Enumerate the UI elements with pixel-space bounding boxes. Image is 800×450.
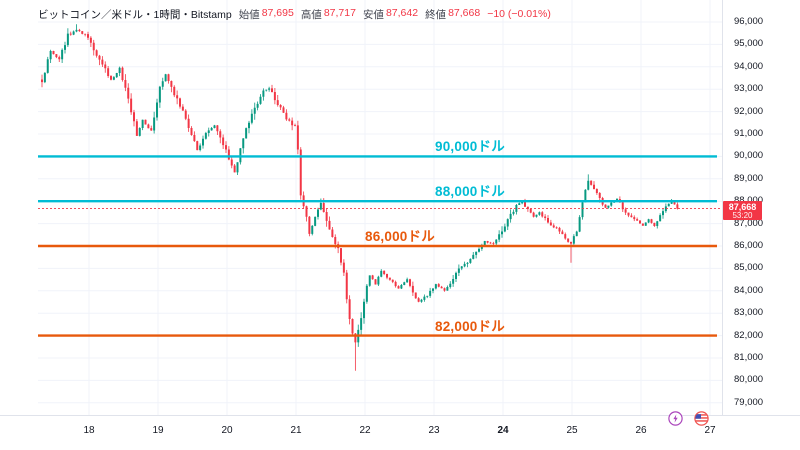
- open-readout: 始値 87,695: [239, 7, 294, 22]
- price-tick-label: 86,000: [734, 240, 764, 251]
- level-label-86000[interactable]: 86,000ドル: [365, 229, 435, 244]
- down-candle-bodies: [41, 29, 679, 343]
- price-tick-label: 87,000: [734, 217, 764, 229]
- down-candle-wicks: [41, 28, 678, 371]
- close-value: 87,668: [448, 6, 481, 19]
- boost-icon[interactable]: [668, 411, 683, 426]
- time-tick-label: 19: [152, 425, 164, 436]
- low-value: 87,642: [385, 6, 419, 19]
- bar-countdown: 53:20: [732, 211, 753, 221]
- price-tick-label: 95,000: [734, 38, 764, 50]
- open-label: 始値: [238, 8, 260, 21]
- price-tick-label: 84,000: [734, 284, 764, 296]
- last-price-value: 87,668: [728, 202, 757, 213]
- price-tick-label: 89,000: [734, 172, 764, 184]
- chart-legend: ビットコイン／米ドル・1時間・Bitstamp 始値 87,695 高値 87,71…: [38, 7, 551, 21]
- last-price-tag: 87,668 53:20: [723, 201, 762, 221]
- time-tick-label: 22: [359, 425, 371, 436]
- time-tick-label: 21: [290, 425, 302, 436]
- time-tick-label: 20: [221, 425, 233, 436]
- close-readout: 終値 87,668: [425, 7, 480, 22]
- change-readout: −10 (−0.01%): [487, 8, 551, 20]
- price-tick-label: 83,000: [734, 307, 764, 319]
- high-value: 87,717: [323, 6, 356, 19]
- price-tick-label: 94,000: [734, 60, 764, 72]
- price-tick-label: 93,000: [734, 83, 764, 95]
- up-candle-bodies: [43, 29, 673, 343]
- price-tick-label: 85,000: [734, 262, 764, 274]
- price-tick-label: 80,000: [734, 374, 764, 386]
- time-tick-label: 18: [83, 425, 95, 436]
- price-scale-border: [722, 0, 723, 415]
- chart-footer-icons: [668, 411, 709, 426]
- price-scale[interactable]: 96,000 95,000 94,000 93,000 92,000 91,000 90,0…: [723, 0, 800, 415]
- price-tick-label: 96,000: [734, 16, 764, 27]
- close-label: 終値: [425, 8, 447, 21]
- price-tick-label: 82,000: [734, 329, 764, 341]
- low-readout: 安値 87,642: [363, 7, 418, 22]
- time-scale[interactable]: 18 19 20 21 22 23 24 25 26 27: [0, 416, 800, 442]
- low-label: 安値: [362, 8, 384, 21]
- level-label-90000[interactable]: 90,000ドル: [435, 139, 505, 155]
- level-label-88000[interactable]: 88,000ドル: [435, 184, 505, 200]
- high-label: 高値: [300, 8, 322, 21]
- flag-icon[interactable]: [694, 411, 709, 426]
- up-candle-wicks: [44, 24, 673, 347]
- time-tick-label: 26: [635, 425, 647, 436]
- price-tick-label: 90,000: [734, 150, 764, 162]
- price-tick-label: 79,000: [734, 396, 764, 408]
- level-label-82000[interactable]: 82,000ドル: [435, 318, 505, 334]
- price-tick-label: 92,000: [734, 105, 764, 117]
- symbol-title[interactable]: ビットコイン／米ドル・1時間・Bitstamp: [38, 8, 232, 21]
- time-tick-label: 23: [428, 425, 440, 436]
- time-scale-border: [0, 415, 800, 416]
- price-tick-label: 91,000: [734, 128, 764, 139]
- price-tick-label: 81,000: [734, 352, 764, 363]
- vertical-gridlines: [88, 0, 711, 415]
- time-tick-label: 24: [497, 425, 509, 436]
- time-tick-label: 27: [704, 425, 716, 436]
- high-readout: 高値 87,717: [301, 7, 356, 22]
- horizontal-gridlines: [38, 21, 722, 404]
- time-tick-label: 25: [566, 425, 578, 436]
- open-value: 87,695: [261, 6, 294, 19]
- price-tick-label: 88,000: [734, 196, 763, 206]
